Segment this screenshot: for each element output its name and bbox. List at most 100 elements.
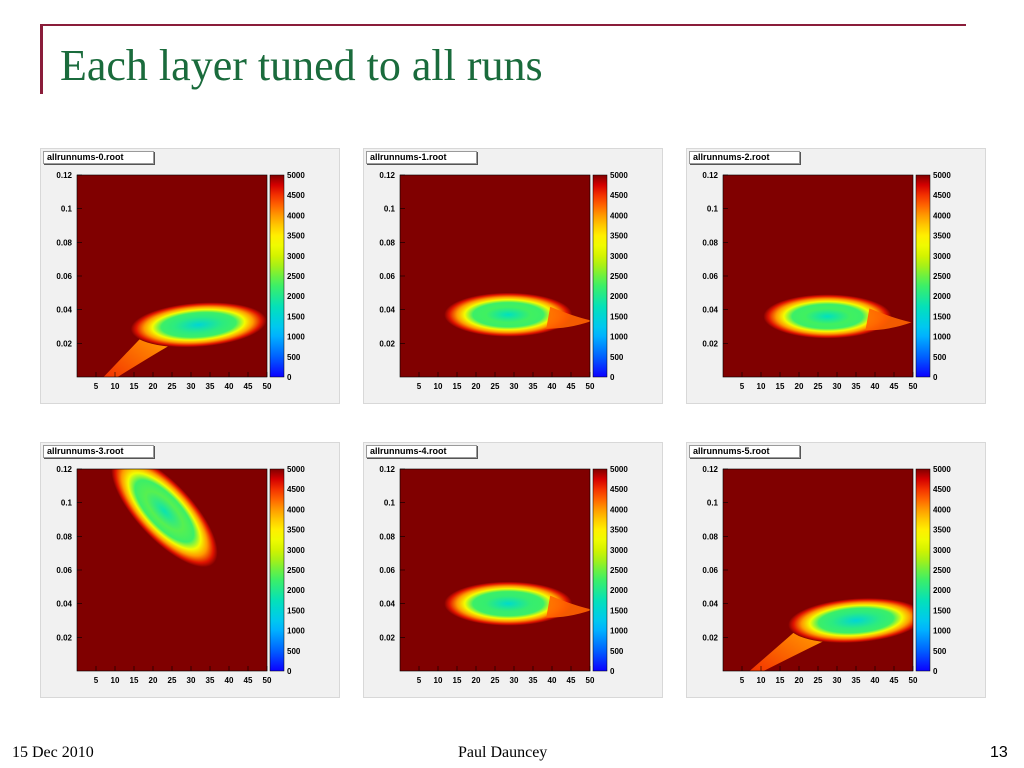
z-tick-label: 500 xyxy=(610,353,624,362)
z-tick-label: 2500 xyxy=(610,566,628,575)
title-accent-horizontal-line xyxy=(40,24,966,26)
y-tick-label: 0.08 xyxy=(379,532,395,541)
x-tick-label: 20 xyxy=(795,382,804,391)
plot-label-3: allrunnums-3.root xyxy=(43,445,154,458)
x-tick-label: 15 xyxy=(130,676,139,685)
x-tick-label: 20 xyxy=(149,676,158,685)
z-tick-label: 3000 xyxy=(287,252,305,261)
z-tick-label: 4500 xyxy=(610,191,628,200)
x-tick-label: 40 xyxy=(871,382,880,391)
z-tick-label: 1000 xyxy=(287,627,305,636)
y-tick-label: 0.06 xyxy=(56,566,72,575)
y-tick-label: 0.12 xyxy=(379,171,395,180)
z-tick-label: 5000 xyxy=(287,171,305,180)
footer-date: 15 Dec 2010 xyxy=(12,744,94,761)
x-tick-label: 20 xyxy=(795,676,804,685)
x-tick-label: 45 xyxy=(567,676,576,685)
x-tick-label: 10 xyxy=(434,382,443,391)
x-tick-label: 40 xyxy=(871,676,880,685)
plot-area xyxy=(400,469,590,671)
x-tick-label: 30 xyxy=(510,382,519,391)
x-tick-label: 10 xyxy=(111,676,120,685)
plot-panel-2: 5 10 15 20 25 30 35 40 45 50 0.02 0.04 0.06 0.08 0.1 0.… xyxy=(686,148,986,404)
z-tick-label: 4000 xyxy=(610,505,628,514)
min-basin xyxy=(788,598,913,643)
z-tick-label: 500 xyxy=(933,647,947,656)
x-tick-label: 50 xyxy=(909,676,918,685)
plot-panel-3: 5 10 15 20 25 30 35 40 45 50 0.02 0.04 0.06 0.08 0.1 0.… xyxy=(40,442,340,698)
y-tick-label: 0.12 xyxy=(56,171,72,180)
z-tick-label: 1500 xyxy=(933,606,951,615)
x-tick-label: 40 xyxy=(225,676,234,685)
y-tick-label: 0.12 xyxy=(702,171,718,180)
x-tick-label: 5 xyxy=(740,382,745,391)
z-tick-label: 500 xyxy=(287,353,301,362)
x-tick-label: 40 xyxy=(548,382,557,391)
plot-label-4: allrunnums-4.root xyxy=(366,445,477,458)
z-tick-label: 4500 xyxy=(287,191,305,200)
z-tick-label: 3000 xyxy=(610,546,628,555)
z-tick-label: 2000 xyxy=(287,292,305,301)
z-tick-label: 0 xyxy=(287,667,292,676)
z-tick-label: 1000 xyxy=(610,333,628,342)
y-tick-label: 0.08 xyxy=(56,238,72,247)
basin-tip xyxy=(546,595,590,618)
z-tick-label: 2000 xyxy=(933,586,951,595)
y-tick-label: 0.06 xyxy=(379,566,395,575)
z-tick-label: 1500 xyxy=(610,606,628,615)
x-tick-label: 25 xyxy=(814,676,823,685)
z-tick-label: 2500 xyxy=(287,272,305,281)
x-tick-label: 45 xyxy=(244,382,253,391)
y-tick-label: 0.1 xyxy=(707,205,719,214)
z-tick-label: 1500 xyxy=(287,606,305,615)
x-tick-label: 5 xyxy=(740,676,745,685)
z-tick-label: 3500 xyxy=(933,526,951,535)
z-tick-label: 1500 xyxy=(933,312,951,321)
plot-panel-0: 5 10 15 20 25 30 35 40 45 50 0.02 0.04 0.06 0.08 0.1 0.… xyxy=(40,148,340,404)
z-tick-label: 500 xyxy=(287,647,301,656)
x-tick-label: 15 xyxy=(453,382,462,391)
z-tick-label: 2000 xyxy=(610,586,628,595)
x-tick-label: 45 xyxy=(567,382,576,391)
x-tick-label: 10 xyxy=(757,382,766,391)
z-tick-label: 2000 xyxy=(933,292,951,301)
basin-tip xyxy=(865,308,912,331)
y-tick-label: 0.1 xyxy=(384,499,396,508)
x-tick-label: 5 xyxy=(94,382,99,391)
z-tick-label: 0 xyxy=(610,373,615,382)
x-tick-label: 15 xyxy=(130,382,139,391)
y-tick-label: 0.08 xyxy=(379,238,395,247)
y-tick-label: 0.12 xyxy=(702,465,718,474)
min-basin xyxy=(111,469,218,568)
color-bar xyxy=(269,468,285,672)
x-tick-label: 45 xyxy=(890,382,899,391)
plot-label-1: allrunnums-1.root xyxy=(366,151,477,164)
min-basin xyxy=(763,294,892,339)
plot-area xyxy=(723,175,913,377)
z-tick-label: 1500 xyxy=(287,312,305,321)
x-tick-label: 50 xyxy=(909,382,918,391)
x-tick-label: 25 xyxy=(814,382,823,391)
y-tick-label: 0.06 xyxy=(379,272,395,281)
z-tick-label: 1000 xyxy=(933,333,951,342)
x-tick-label: 50 xyxy=(263,382,272,391)
y-tick-label: 0.1 xyxy=(61,205,73,214)
z-tick-label: 4000 xyxy=(933,211,951,220)
x-tick-label: 20 xyxy=(472,676,481,685)
y-tick-label: 0.04 xyxy=(56,306,72,315)
plot-label-5: allrunnums-5.root xyxy=(689,445,800,458)
z-tick-label: 4000 xyxy=(610,211,628,220)
y-tick-label: 0.08 xyxy=(56,532,72,541)
x-tick-label: 25 xyxy=(168,676,177,685)
y-tick-label: 0.06 xyxy=(56,272,72,281)
z-tick-label: 4500 xyxy=(933,191,951,200)
page-number: 13 xyxy=(990,744,1008,761)
z-tick-label: 4000 xyxy=(933,505,951,514)
z-tick-label: 3000 xyxy=(610,252,628,261)
heatmap-basin-0 xyxy=(103,302,267,377)
z-tick-label: 5000 xyxy=(610,171,628,180)
x-tick-label: 20 xyxy=(149,382,158,391)
x-tick-label: 35 xyxy=(206,382,215,391)
y-tick-label: 0.1 xyxy=(61,499,73,508)
min-basin xyxy=(444,581,573,626)
